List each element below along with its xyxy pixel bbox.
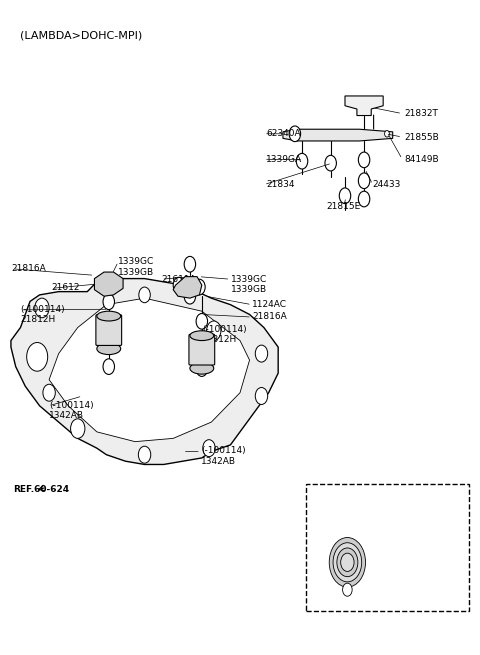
- Polygon shape: [49, 298, 250, 441]
- Circle shape: [139, 287, 150, 303]
- Text: 21855B: 21855B: [405, 133, 439, 142]
- Text: 1339GC: 1339GC: [118, 257, 155, 266]
- Text: 21816A: 21816A: [11, 264, 46, 272]
- Text: 1339GC: 1339GC: [230, 274, 267, 284]
- Text: (-100114): (-100114): [202, 325, 246, 334]
- Polygon shape: [173, 276, 202, 298]
- Text: 21832T: 21832T: [405, 109, 439, 118]
- Text: 62340A: 62340A: [266, 129, 301, 138]
- Circle shape: [341, 553, 354, 571]
- Text: 1342AB: 1342AB: [49, 411, 84, 420]
- Text: (-100114): (-100114): [201, 446, 245, 455]
- Circle shape: [27, 343, 48, 371]
- Circle shape: [184, 288, 196, 304]
- Circle shape: [343, 583, 352, 596]
- Circle shape: [184, 256, 196, 272]
- Text: (100114-): (100114-): [319, 525, 363, 534]
- Ellipse shape: [190, 331, 214, 341]
- Ellipse shape: [190, 362, 214, 374]
- FancyBboxPatch shape: [306, 484, 469, 611]
- Text: 84149B: 84149B: [405, 155, 439, 164]
- Circle shape: [359, 173, 370, 189]
- Circle shape: [138, 446, 151, 463]
- Circle shape: [337, 548, 358, 576]
- Circle shape: [342, 517, 353, 533]
- Text: 1339CA: 1339CA: [405, 595, 440, 605]
- Text: 1360GC: 1360GC: [405, 576, 441, 585]
- Circle shape: [196, 314, 207, 329]
- Text: REF.60-624: REF.60-624: [13, 485, 70, 494]
- FancyBboxPatch shape: [96, 315, 121, 345]
- Text: 21812H: 21812H: [202, 335, 237, 345]
- FancyBboxPatch shape: [189, 334, 215, 365]
- Circle shape: [289, 126, 300, 141]
- Circle shape: [71, 419, 85, 438]
- Polygon shape: [345, 96, 383, 115]
- Circle shape: [339, 188, 351, 204]
- Circle shape: [359, 152, 370, 168]
- Circle shape: [345, 597, 350, 605]
- Circle shape: [103, 294, 115, 310]
- Circle shape: [196, 361, 207, 377]
- Text: 21816A: 21816A: [252, 312, 287, 321]
- Polygon shape: [283, 129, 393, 141]
- Text: (-100114): (-100114): [49, 401, 94, 409]
- Text: 1339GA: 1339GA: [266, 155, 302, 164]
- Circle shape: [203, 440, 215, 457]
- Text: 1339GB: 1339GB: [230, 285, 266, 294]
- Polygon shape: [11, 278, 278, 464]
- Text: 1342AB: 1342AB: [201, 457, 236, 466]
- Circle shape: [359, 191, 370, 207]
- Circle shape: [384, 130, 389, 137]
- Circle shape: [194, 279, 205, 295]
- Text: (LAMBDA>DOHC-MPI): (LAMBDA>DOHC-MPI): [21, 31, 143, 41]
- Text: (-100114): (-100114): [21, 305, 65, 314]
- Ellipse shape: [97, 343, 120, 354]
- Ellipse shape: [97, 311, 120, 321]
- Circle shape: [255, 388, 268, 404]
- Text: 21815E: 21815E: [326, 202, 360, 212]
- Text: 21834: 21834: [266, 179, 295, 189]
- Circle shape: [333, 543, 362, 582]
- Text: 1124AC: 1124AC: [252, 299, 287, 309]
- Text: 21812H: 21812H: [405, 545, 440, 553]
- Circle shape: [35, 298, 49, 318]
- Text: 24433: 24433: [372, 179, 401, 189]
- Circle shape: [325, 155, 336, 171]
- Circle shape: [103, 359, 115, 375]
- Text: 21612: 21612: [51, 283, 80, 292]
- Circle shape: [296, 153, 308, 169]
- Text: 21812H: 21812H: [21, 315, 56, 324]
- Text: 21611A: 21611A: [161, 274, 196, 284]
- Text: 1339GB: 1339GB: [118, 267, 155, 276]
- Circle shape: [329, 538, 365, 587]
- Circle shape: [173, 277, 185, 293]
- Polygon shape: [95, 272, 123, 296]
- Circle shape: [206, 321, 221, 341]
- Circle shape: [255, 345, 268, 362]
- Circle shape: [43, 384, 55, 402]
